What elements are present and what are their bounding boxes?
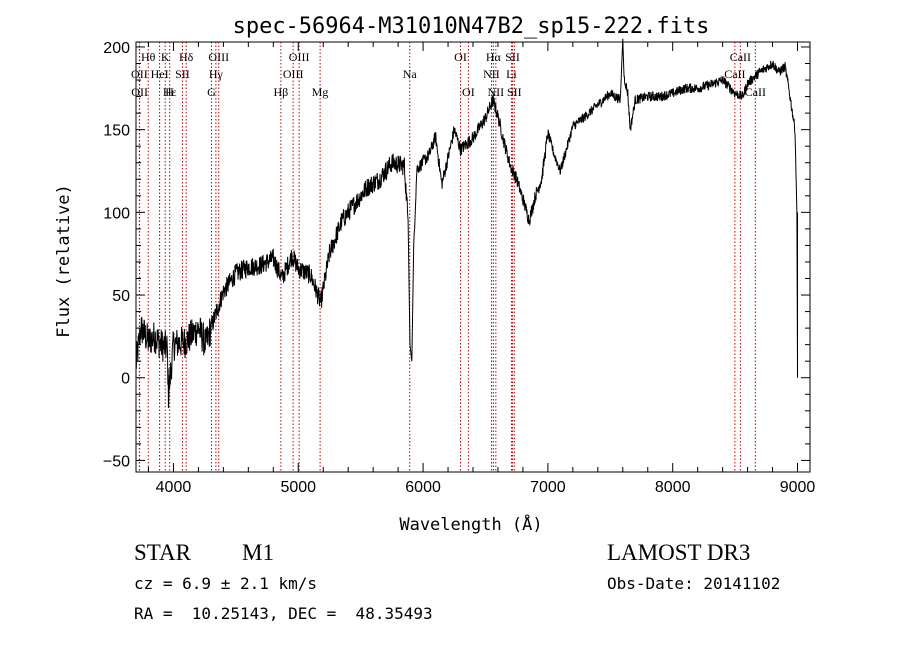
redshift-cz: cz = 6.9 ± 2.1 km/s: [134, 574, 318, 593]
line-label: CaII: [745, 85, 766, 99]
y-tick-label: 50: [112, 288, 130, 305]
obs-date: Obs-Date: 20141102: [607, 574, 781, 593]
spectral-line-markers: [138, 42, 756, 472]
x-tick-label: 9000: [780, 479, 816, 496]
y-tick-label: 150: [103, 123, 130, 140]
axes: 4000 5000 6000 7000 8000 9000 −50 0 50 100 150 200: [103, 40, 816, 496]
line-label: Na: [403, 67, 418, 81]
line-label: OII: [131, 67, 148, 81]
line-label: HeI: [151, 67, 169, 81]
line-label: H: [165, 85, 174, 99]
line-label: Hε: [163, 85, 177, 99]
line-label: NII: [483, 67, 500, 81]
y-tick-label: 100: [103, 205, 130, 222]
line-label: Mg: [312, 85, 329, 99]
survey-label: LAMOST DR3: [607, 540, 751, 565]
line-label: OIII: [289, 50, 310, 64]
y-tick-label: −50: [103, 453, 130, 470]
line-label: NII: [488, 85, 505, 99]
line-label: Hθ: [141, 50, 156, 64]
object-class: STAR: [134, 540, 191, 565]
line-label: Li: [506, 67, 517, 81]
line-label: OI: [462, 85, 475, 99]
line-label: OIII: [283, 67, 304, 81]
x-tick-label: 4000: [156, 479, 192, 496]
x-axis-label: Wavelength (Å): [399, 513, 542, 535]
y-tick-label: 0: [121, 371, 130, 388]
spectrum-line: [135, 38, 799, 408]
line-label: Hγ: [209, 67, 224, 81]
spectrum-series: [135, 38, 799, 408]
line-label: Hβ: [274, 85, 289, 99]
line-label: CaII: [730, 50, 751, 64]
y-axis-label: Flux (relative): [54, 184, 74, 338]
line-label: SII: [175, 67, 190, 81]
x-tick-label: 6000: [405, 479, 441, 496]
line-label: SII: [505, 50, 520, 64]
line-label: OI: [454, 50, 467, 64]
line-label: OIII: [208, 50, 229, 64]
x-tick-label: 5000: [280, 479, 316, 496]
line-label: Hδ: [179, 50, 194, 64]
plot-frame: [135, 41, 811, 473]
line-label: Hα: [486, 50, 502, 64]
chart-title: spec-56964-M31010N47B2_sp15-222.fits: [233, 14, 710, 39]
coordinates: RA = 10.25143, DEC = 48.35493: [134, 604, 433, 623]
line-label: K: [161, 50, 170, 64]
line-label: SII: [507, 85, 522, 99]
line-label: G: [207, 85, 216, 99]
x-tick-label: 8000: [655, 479, 691, 496]
x-tick-label: 7000: [530, 479, 566, 496]
object-subclass: M1: [242, 540, 274, 565]
y-tick-label: 200: [103, 40, 130, 57]
line-label: CaII: [724, 67, 745, 81]
line-label: OII: [131, 85, 148, 99]
